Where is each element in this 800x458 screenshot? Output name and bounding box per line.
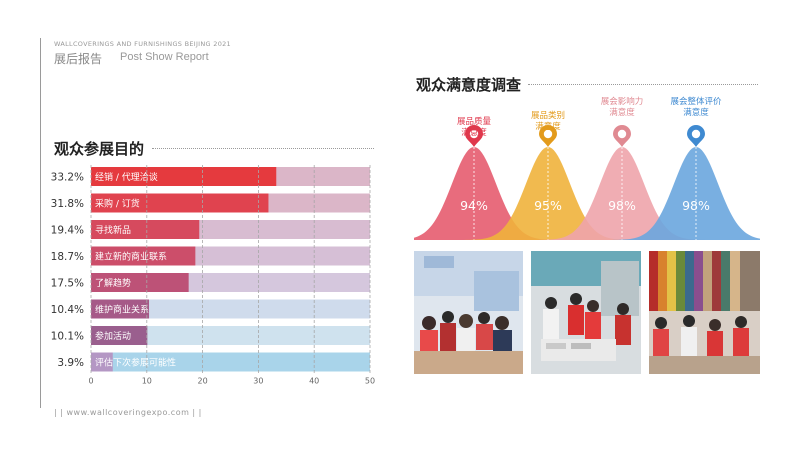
bar-category-label: 采购 / 订货 xyxy=(95,198,140,210)
bar-category-label: 维护商业关系 xyxy=(95,304,149,316)
bell-curve xyxy=(414,147,760,240)
x-tick-label: 10 xyxy=(142,377,152,386)
bell-category-label: 展品质量 xyxy=(457,116,492,127)
bar xyxy=(91,299,150,319)
purpose-title-dots xyxy=(152,148,374,149)
bell-category-label: 展会影响力 xyxy=(601,96,644,107)
location-pin-icon xyxy=(687,125,705,147)
bell-category-label: 满意度 xyxy=(535,121,561,132)
expo-name: WALLCOVERINGS AND FURNISHINGS BEIJING 20… xyxy=(54,40,231,48)
bar xyxy=(91,167,277,186)
x-tick-label: 40 xyxy=(309,377,319,386)
bar xyxy=(91,273,189,292)
bell-percent-label: 98% xyxy=(608,198,636,213)
location-pin-icon xyxy=(465,125,483,147)
location-pin-icon xyxy=(539,125,557,147)
bar-value-label: 19.4% xyxy=(51,225,84,237)
x-tick-label: 50 xyxy=(365,377,375,386)
photo-booth-visitors xyxy=(414,251,523,374)
footer-website: | | www.wallcoveringexpo.com | | xyxy=(54,408,202,417)
left-divider-line xyxy=(40,38,41,408)
bar-value-label: 17.5% xyxy=(51,278,84,290)
bar xyxy=(91,352,113,372)
bar-category-label: 评估下次参展可能性 xyxy=(95,357,176,369)
bell-curve xyxy=(414,147,760,240)
bar xyxy=(91,326,148,345)
bar xyxy=(91,246,196,266)
bar-category-label: 了解趋势 xyxy=(95,277,131,289)
bar-value-label: 18.7% xyxy=(51,251,84,263)
x-tick-label: 30 xyxy=(253,377,263,386)
location-pin-icon xyxy=(613,125,631,147)
photo-fabric-samples xyxy=(649,251,760,374)
bell-percent-label: 94% xyxy=(460,198,488,213)
bar xyxy=(91,193,269,213)
report-title-cn: 展后报告 xyxy=(54,52,103,66)
bar-category-label: 寻找新品 xyxy=(95,224,131,236)
bar-track xyxy=(91,352,370,372)
bell-percent-label: 98% xyxy=(682,198,710,213)
bell-category-label: 满意度 xyxy=(609,107,635,118)
bar-value-label: 33.2% xyxy=(51,172,84,184)
bar-value-label: 3.9% xyxy=(57,357,84,369)
bell-category-label: 展会整体评价 xyxy=(670,96,722,107)
bell-percent-label: 95% xyxy=(534,198,562,213)
x-tick-label: 0 xyxy=(88,377,93,386)
bar-value-label: 31.8% xyxy=(51,198,84,210)
bar xyxy=(91,220,200,239)
bar-category-label: 经销 / 代理洽谈 xyxy=(95,171,158,183)
bar-track xyxy=(91,326,370,345)
bar-category-label: 参加活动 xyxy=(95,330,131,342)
satisfaction-title: 观众满意度调查 xyxy=(416,76,522,94)
bar-value-label: 10.4% xyxy=(51,304,84,316)
satisfaction-title-dots xyxy=(528,84,758,85)
bell-category-label: 满意度 xyxy=(461,127,487,138)
bell-category-label: 满意度 xyxy=(683,107,709,118)
bell-curve xyxy=(414,147,760,240)
bar-track xyxy=(91,299,370,319)
bell-category-label: 展品类别 xyxy=(531,110,565,121)
purpose-title: 观众参展目的 xyxy=(54,140,145,158)
report-title-en: Post Show Report xyxy=(120,51,209,63)
bar-value-label: 10.1% xyxy=(51,331,84,343)
bar-category-label: 建立新的商业联系 xyxy=(95,251,167,263)
photo-sample-counter xyxy=(531,251,641,374)
x-tick-label: 20 xyxy=(198,377,208,386)
